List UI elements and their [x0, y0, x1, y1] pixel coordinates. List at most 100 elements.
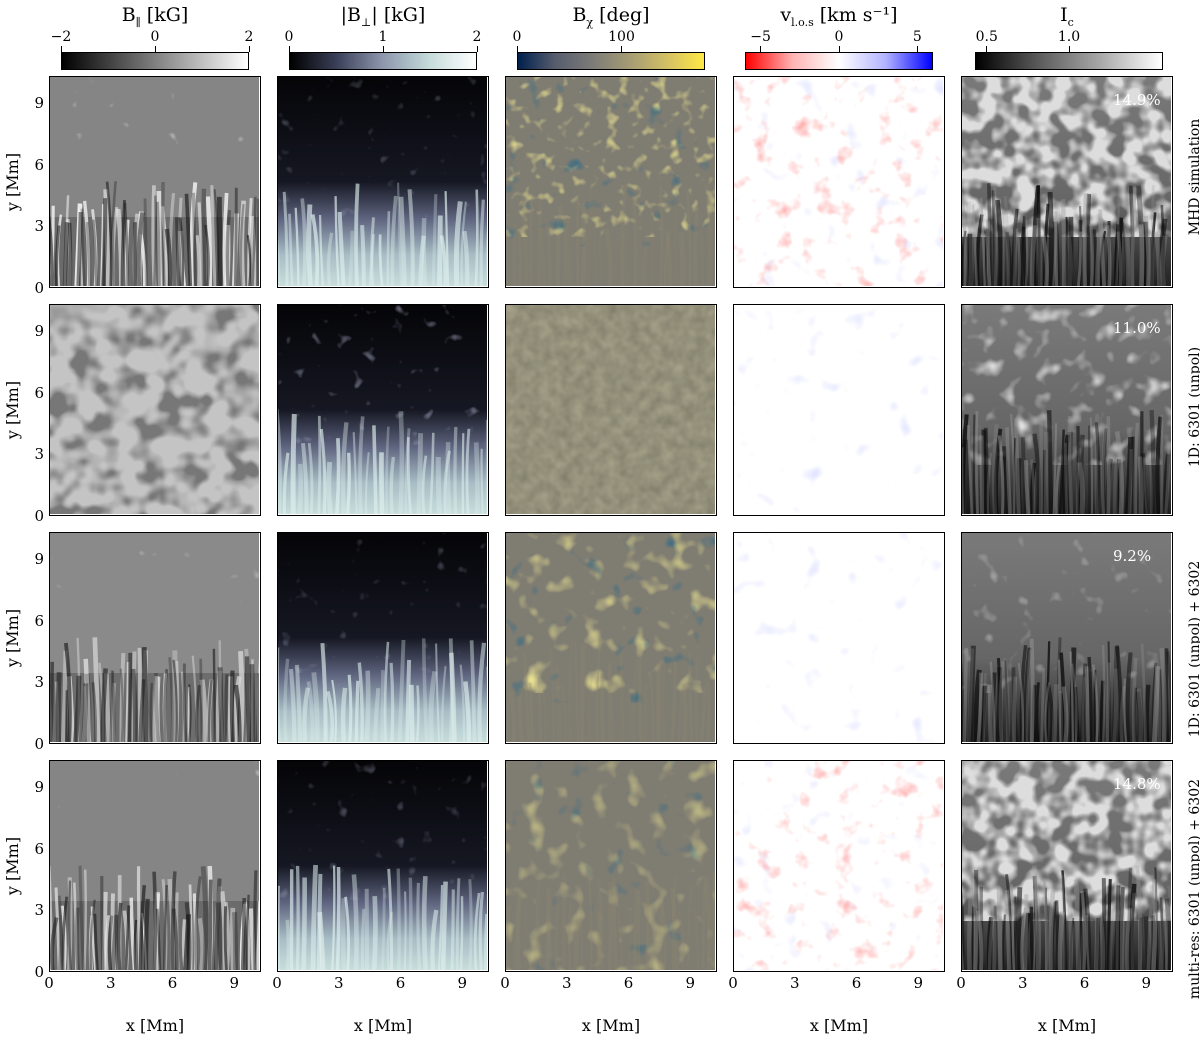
colorbar-tick-mark [382, 46, 384, 52]
y-axis-label-row1: y [Mm] [3, 152, 22, 212]
map-panel-bchi-multires [505, 760, 717, 972]
colorbar-tick-label: 1 [378, 29, 388, 45]
y-tick-label: 6 [34, 155, 44, 174]
map-panel-bchi-mhd [505, 76, 717, 288]
x-tick-label: 6 [851, 974, 862, 992]
colorbar-tick-label: 0 [834, 29, 844, 45]
contrast-label: 14.8% [1113, 775, 1161, 793]
y-tick-label: 3 [34, 217, 44, 236]
map-panel-vlos-mhd [733, 76, 945, 288]
map-panel-ic-1d-6301-6302 [961, 532, 1173, 744]
colorbar-tick-label: 5 [912, 29, 922, 45]
map-panel-ic-mhd [961, 76, 1173, 288]
colorbar-bchi [517, 52, 705, 70]
y-tick-label: 9 [34, 93, 44, 112]
x-tick-label: 0 [728, 974, 738, 992]
row-label-mhd: MHD simulation [1187, 118, 1200, 236]
x-tick-label: 6 [623, 974, 634, 992]
col-title-bpar: B∥ [kG] [121, 4, 189, 29]
y-tick-label: 9 [34, 549, 44, 568]
y-axis-label-row2: y [Mm] [3, 380, 22, 440]
col-title-bchi: Bχ [deg] [572, 4, 650, 29]
x-tick-label: 9 [1141, 974, 1152, 992]
y-tick-label: 6 [34, 611, 44, 630]
x-tick-label: 3 [333, 974, 344, 992]
colorbar-tick-label: 2 [244, 29, 254, 45]
colorbar-tick-label: 1.0 [1057, 29, 1081, 45]
colorbar-bperp [289, 52, 477, 70]
col-title-bperp: |B⊥| [kG] [340, 4, 426, 29]
col-title-ic: Ic [1060, 4, 1074, 29]
x-tick-label: 3 [561, 974, 572, 992]
colorbar-tick-mark [621, 46, 623, 52]
y-tick-label: 3 [34, 445, 44, 464]
x-axis-label-col4: x [Mm] [809, 1016, 869, 1035]
map-panel-vlos-1d-6301-6302 [733, 532, 945, 744]
colorbar-tick-label: −2 [50, 29, 72, 45]
colorbar-tick-mark [916, 46, 918, 52]
x-tick-label: 3 [1017, 974, 1028, 992]
x-axis-label-col3: x [Mm] [581, 1016, 641, 1035]
colorbar-tick-label: 0 [512, 29, 522, 45]
map-panel-bperp-multires [277, 760, 489, 972]
colorbar-tick-mark [838, 46, 840, 52]
y-tick-label: 3 [34, 901, 44, 920]
y-tick-label: 9 [34, 321, 44, 340]
colorbar-tick-mark [476, 46, 478, 52]
x-axis-label-col1: x [Mm] [125, 1016, 185, 1035]
y-axis-label-row4: y [Mm] [3, 836, 22, 896]
x-tick-label: 9 [913, 974, 924, 992]
y-tick-label: 9 [34, 777, 44, 796]
y-tick-label: 0 [34, 279, 44, 297]
x-tick-label: 6 [167, 974, 178, 992]
row-label-1d-6301: 1D: 6301 (unpol) [1187, 346, 1200, 468]
colorbar-tick-label: −5 [750, 29, 771, 45]
map-panel-bpar-1d-6301 [49, 304, 261, 516]
y-axis-label-row3: y [Mm] [3, 608, 22, 668]
map-panel-bperp-1d-6301 [277, 304, 489, 516]
colorbar-tick-mark [1068, 46, 1070, 52]
contrast-label: 9.2% [1113, 547, 1152, 565]
col-title-vlos: vl.o.s [km s⁻¹] [780, 4, 898, 29]
colorbar-tick-label: 2 [472, 29, 482, 45]
x-tick-label: 0 [44, 974, 54, 992]
map-panel-bpar-1d-6301-6302 [49, 532, 261, 744]
map-panel-bperp-1d-6301-6302 [277, 532, 489, 744]
colorbar-tick-mark [248, 46, 250, 52]
contrast-label: 14.9% [1113, 91, 1161, 109]
map-panel-vlos-multires [733, 760, 945, 972]
map-panel-ic-multires [961, 760, 1173, 972]
y-tick-label: 3 [34, 673, 44, 692]
x-tick-label: 6 [1079, 974, 1090, 992]
map-panel-bperp-mhd [277, 76, 489, 288]
x-axis-label-col2: x [Mm] [353, 1016, 413, 1035]
map-panel-bchi-1d-6301 [505, 304, 717, 516]
colorbar-bpar [61, 52, 249, 70]
colorbar-tick-mark [516, 46, 518, 52]
colorbar-tick-mark [986, 46, 988, 52]
y-tick-label: 6 [34, 383, 44, 402]
x-tick-label: 6 [395, 974, 406, 992]
y-tick-label: 0 [34, 507, 44, 525]
x-tick-label: 3 [789, 974, 800, 992]
x-tick-label: 0 [272, 974, 282, 992]
x-tick-label: 9 [457, 974, 468, 992]
colorbar-tick-label: 0.5 [975, 29, 998, 45]
x-tick-label: 3 [105, 974, 116, 992]
colorbar-tick-label: 100 [608, 29, 635, 45]
colorbar-tick-label: 0 [150, 29, 160, 45]
map-panel-bchi-1d-6301-6302 [505, 532, 717, 744]
map-panel-ic-1d-6301 [961, 304, 1173, 516]
map-panel-bpar-mhd [49, 76, 261, 288]
colorbar-tick-label: 0 [284, 29, 294, 45]
colorbar-tick-mark [288, 46, 290, 52]
colorbar-tick-mark [760, 46, 762, 52]
colorbar-ic [975, 52, 1163, 70]
x-tick-label: 0 [956, 974, 966, 992]
x-tick-label: 9 [229, 974, 240, 992]
x-tick-label: 9 [685, 974, 696, 992]
map-panel-vlos-1d-6301 [733, 304, 945, 516]
y-tick-label: 0 [34, 963, 44, 981]
contrast-label: 11.0% [1113, 319, 1161, 337]
map-panel-bpar-multires [49, 760, 261, 972]
